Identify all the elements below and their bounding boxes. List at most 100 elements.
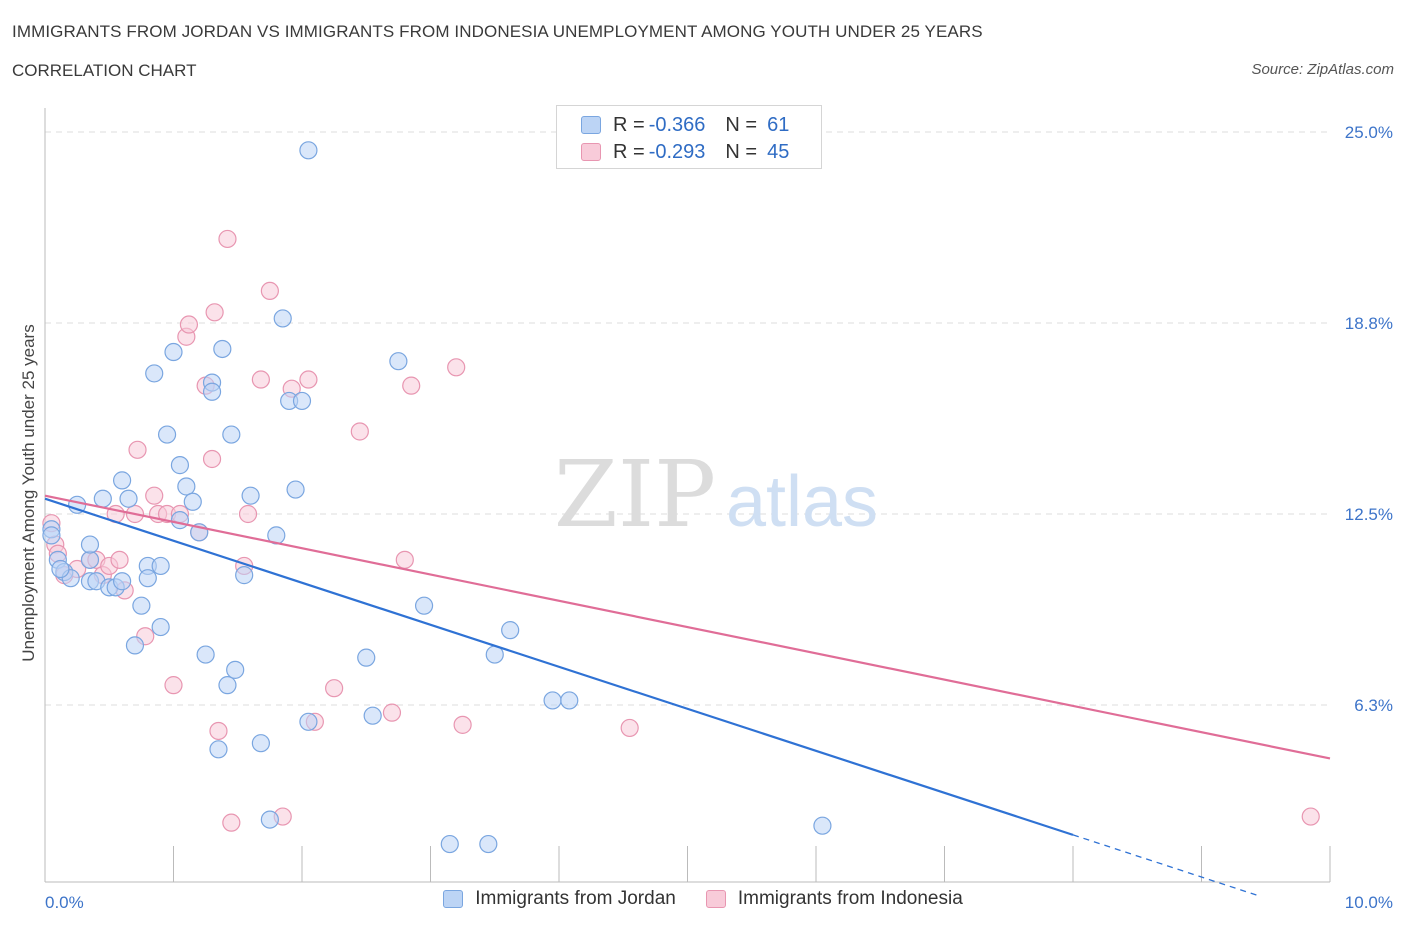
y-axis-label-group: Unemployment Among Youth under 25 years — [19, 324, 38, 661]
data-point-indonesia — [1301, 807, 1320, 826]
data-point-indonesia — [620, 718, 639, 738]
data-point-jordan — [138, 569, 157, 588]
data-point-jordan — [501, 621, 520, 640]
data-point-jordan — [151, 556, 170, 576]
data-point-jordan — [80, 550, 100, 569]
data-point-indonesia — [218, 229, 237, 249]
data-point-jordan — [151, 617, 170, 637]
data-point-jordan — [51, 559, 70, 579]
data-point-jordan — [241, 486, 260, 505]
legend-r-value-indonesia: -0.293 — [648, 140, 706, 163]
data-point-jordan — [286, 480, 305, 499]
tick-labels: 6.3% 12.5% 18.8% 25.0% 0.0% 10.0% — [45, 123, 1393, 912]
series-legend: Immigrants from Jordan Immigrants from I… — [0, 888, 1406, 910]
data-point-jordan — [183, 492, 202, 511]
data-point-jordan — [145, 364, 164, 383]
source-credit: Source: ZipAtlas.com — [1251, 61, 1394, 78]
data-point-indonesia — [447, 358, 466, 377]
data-point-indonesia — [222, 813, 241, 832]
data-point-jordan — [112, 471, 132, 490]
data-point-indonesia — [299, 370, 318, 389]
data-point-jordan — [213, 339, 232, 359]
data-point-indonesia — [402, 376, 421, 395]
data-point-indonesia — [209, 721, 228, 741]
y-tick-label: 25.0% — [1345, 123, 1393, 142]
chart-subtitle: CORRELATION CHART — [12, 61, 197, 80]
data-point-jordan — [235, 566, 254, 585]
data-point-indonesia — [202, 449, 222, 469]
data-point-jordan — [260, 810, 279, 829]
data-point-jordan — [363, 706, 382, 725]
y-tick-label: 18.8% — [1345, 314, 1393, 333]
data-point-jordan — [479, 834, 498, 854]
data-point-jordan — [299, 712, 318, 731]
legend-r-label: R = — [613, 113, 645, 136]
data-point-jordan — [218, 676, 237, 695]
y-tick-label: 6.3% — [1354, 696, 1393, 715]
data-point-jordan — [209, 740, 228, 759]
data-point-jordan — [93, 489, 112, 508]
data-point-indonesia — [251, 370, 270, 389]
trend-line-jordan-extrapolated — [1072, 834, 1260, 897]
legend-n-value-jordan: 61 — [767, 113, 790, 136]
x-tick-label-max: 10.0% — [1345, 893, 1393, 912]
y-tick-label: 12.5% — [1345, 505, 1393, 524]
legend-swatch-indonesia — [705, 890, 726, 908]
data-point-jordan — [414, 596, 434, 615]
data-point-indonesia — [145, 486, 164, 505]
legend-r-label: R = — [613, 140, 645, 163]
data-point-jordan — [273, 309, 292, 328]
data-point-indonesia — [382, 703, 402, 722]
data-point-indonesia — [325, 679, 344, 698]
watermark-zip: ZIP — [554, 441, 716, 548]
watermark: ZIP atlas — [554, 441, 878, 548]
data-point-jordan — [119, 489, 138, 508]
chart-title: IMMIGRANTS FROM JORDAN VS IMMIGRANTS FRO… — [12, 22, 983, 41]
data-point-jordan — [226, 660, 245, 679]
trend-lines — [44, 494, 1331, 897]
data-point-indonesia — [179, 315, 199, 334]
data-point-jordan — [202, 382, 222, 401]
data-point-jordan — [170, 511, 190, 530]
data-point-jordan — [543, 691, 562, 710]
trend-line-indonesia — [44, 494, 1331, 760]
data-point-indonesia — [238, 504, 258, 524]
data-point-jordan — [357, 648, 376, 667]
data-point-jordan — [42, 526, 61, 545]
legend-label-jordan: Immigrants from Jordan — [475, 888, 676, 909]
legend-row-jordan: R = -0.366 N = 61 — [581, 113, 789, 137]
data-point-jordan — [112, 572, 132, 591]
trend-line-jordan — [44, 497, 1074, 836]
data-point-jordan — [389, 352, 408, 371]
data-point-jordan — [813, 816, 832, 835]
data-point-jordan — [222, 425, 241, 444]
legend-swatch-jordan — [443, 890, 464, 908]
legend-item-indonesia[interactable]: Immigrants from Indonesia — [705, 888, 963, 910]
legend-swatch-jordan — [581, 116, 601, 134]
data-point-jordan — [299, 141, 318, 160]
data-point-indonesia — [110, 550, 129, 569]
data-point-jordan — [125, 636, 145, 655]
data-point-jordan — [177, 477, 196, 496]
data-point-indonesia — [350, 422, 369, 441]
x-tick-label-min: 0.0% — [45, 893, 84, 912]
data-point-jordan — [80, 535, 100, 554]
data-point-indonesia — [164, 676, 183, 695]
legend-n-label: N = — [725, 113, 758, 136]
data-point-jordan — [251, 734, 270, 753]
legend-item-jordan[interactable]: Immigrants from Jordan — [443, 888, 676, 910]
correlation-legend: R = -0.366 N = 61 R = -0.293 N = 45 — [556, 105, 822, 169]
legend-n-value-indonesia: 45 — [767, 140, 790, 163]
watermark-atlas: atlas — [726, 462, 878, 542]
data-point-jordan — [164, 342, 183, 362]
legend-r-value-jordan: -0.366 — [648, 113, 706, 136]
gridlines — [45, 131, 1330, 706]
data-point-jordan — [560, 691, 579, 710]
series-jordan — [42, 141, 832, 854]
data-point-jordan — [292, 391, 312, 411]
data-point-jordan — [440, 834, 459, 854]
data-point-indonesia — [128, 440, 147, 459]
data-point-jordan — [170, 456, 190, 475]
data-point-indonesia — [260, 281, 279, 301]
